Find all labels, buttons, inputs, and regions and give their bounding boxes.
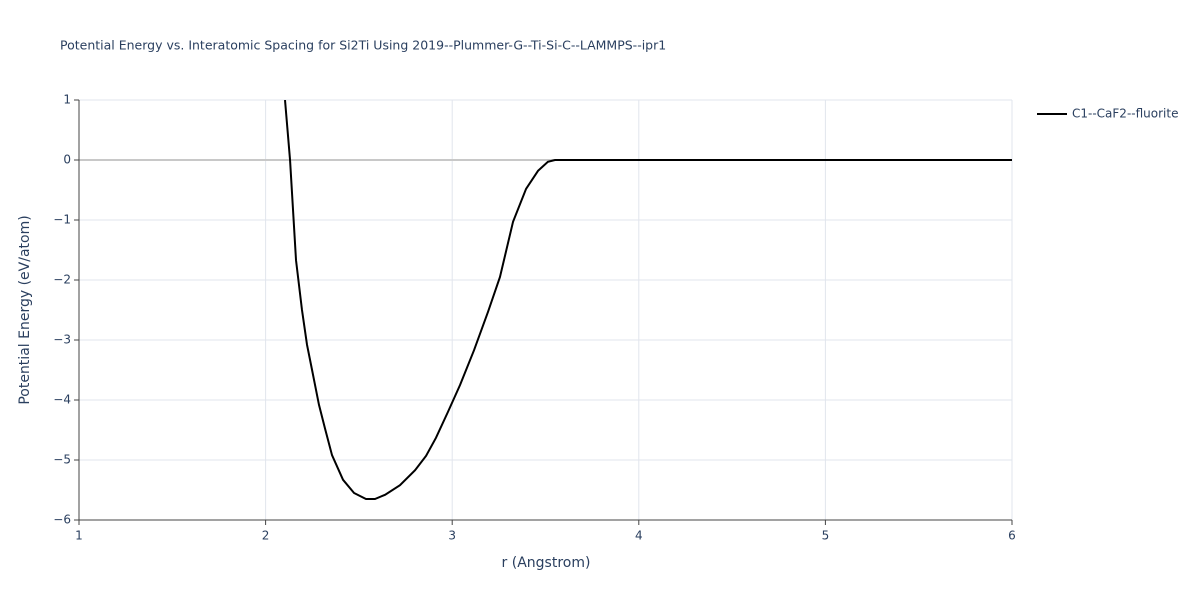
chart-title: Potential Energy vs. Interatomic Spacing… [60, 38, 666, 53]
y-tick-label: −2 [53, 273, 71, 287]
data-line [284, 100, 1012, 500]
x-tick-label: 3 [448, 529, 456, 543]
y-tick-label: −3 [53, 333, 71, 347]
y-axis-title: Potential Energy (eV/atom) [17, 215, 33, 404]
x-tick-label: 6 [1008, 529, 1016, 543]
x-axis-title: r (Angstrom) [502, 555, 591, 571]
axes: 1 2 3 4 5 6 −6 −5 −4 −3 −2 −1 0 1 [53, 93, 1016, 543]
legend: C1--CaF2--fluorite [1037, 107, 1178, 121]
plot-area [284, 100, 1012, 500]
y-tick-label: 0 [63, 153, 71, 167]
y-tick-label: −5 [53, 453, 71, 467]
x-tick-label: 5 [822, 529, 830, 543]
x-tick-label: 1 [75, 529, 83, 543]
x-tick-label: 4 [635, 529, 643, 543]
y-tick-label: −1 [53, 213, 71, 227]
legend-label: C1--CaF2--fluorite [1072, 107, 1178, 121]
y-tick-label: 1 [63, 93, 71, 107]
x-tick-label: 2 [262, 529, 270, 543]
y-tick-label: −6 [53, 513, 71, 527]
y-tick-label: −4 [53, 393, 71, 407]
